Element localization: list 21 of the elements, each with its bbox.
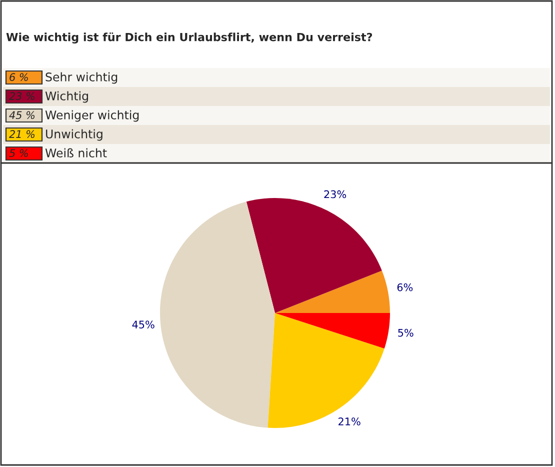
data-label: 23% [324,190,346,198]
legend-label: Weiß nicht [45,148,107,158]
data-label: 6% [397,283,413,292]
chart-title: Wie wichtig ist für Dich ein Urlaubsflirt, wenn Du verreist? [6,32,372,44]
data-label: 45% [132,320,154,328]
text: 23 % [9,92,35,100]
legend-label: Unwichtig [46,129,102,141]
pie-slice [268,313,384,428]
pie-slice [275,313,390,349]
legend-label: Sehr wichtig [46,72,118,84]
text: 5 % [9,149,28,158]
text: 45 % [9,111,35,120]
pie-slice [275,270,390,313]
text: 21 % [9,130,35,138]
data-label: 21% [338,418,360,426]
legend-label: Weniger wichtig [45,110,139,122]
pie-slice [160,202,275,428]
text: 6 % [10,73,28,82]
pie-slice [246,198,382,313]
legend-label: Wichtig [45,91,88,103]
data-label: 5% [398,328,414,337]
